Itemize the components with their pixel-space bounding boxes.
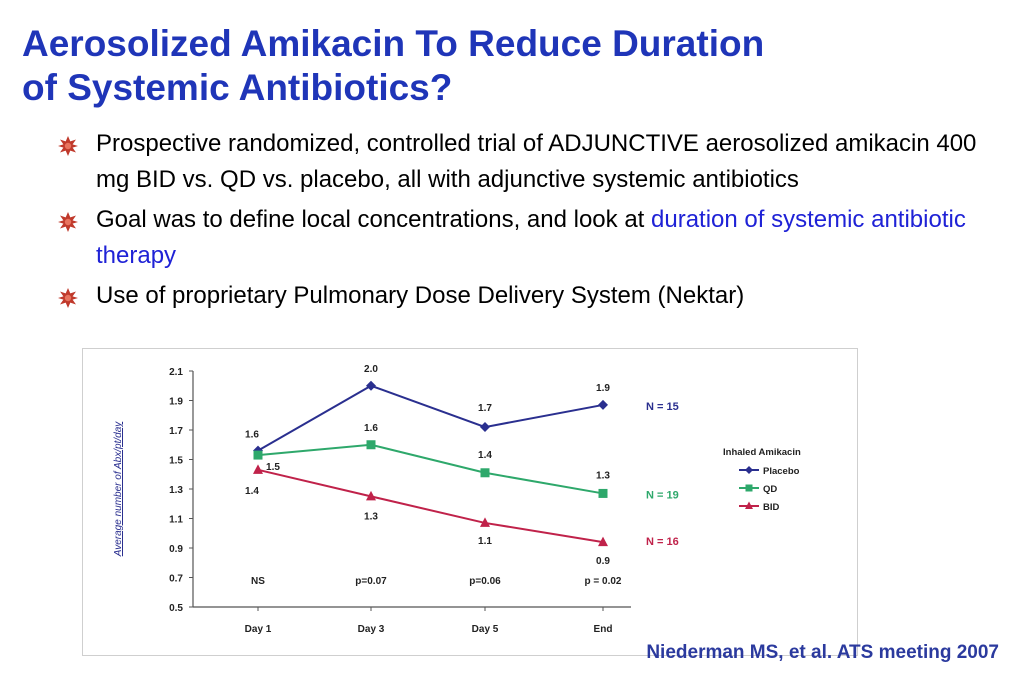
x-tick-label: Day 1 xyxy=(245,624,272,635)
series-line-qd xyxy=(257,443,604,495)
data-point xyxy=(366,380,376,391)
data-point xyxy=(366,490,376,501)
y-tick-label: 0.9 xyxy=(169,544,183,555)
line-chart: 2.1 1.9 1.7 1.5 1.3 1.1 0.9 0.7 0.5 Average numbe… xyxy=(113,364,801,635)
legend-marker xyxy=(745,484,753,492)
data-label: 1.9 xyxy=(596,383,610,394)
legend-title: Inhaled Amikacin xyxy=(723,447,801,458)
data-point xyxy=(253,450,263,460)
y-tick-label: 1.3 xyxy=(169,485,183,496)
bullet-item-1: Prospective randomized, controlled trial… xyxy=(58,126,978,198)
p-value-label: p=0.07 xyxy=(355,576,387,587)
bullet-text-3: Use of proprietary Pulmonary Dose Delive… xyxy=(96,282,745,309)
starburst-bullet-icon xyxy=(58,288,78,308)
data-point xyxy=(598,536,608,547)
y-tick-label: 0.5 xyxy=(169,603,183,614)
legend-marker xyxy=(745,466,753,474)
series-line-placebo xyxy=(257,384,604,452)
starburst-bullet-icon xyxy=(58,136,78,156)
slide-title: Aerosolized Amikacin To Reduce Duration … xyxy=(22,22,982,110)
y-tick-label: 1.9 xyxy=(169,397,183,408)
data-point xyxy=(480,422,490,433)
x-tick-label: Day 3 xyxy=(358,624,385,635)
bullet-highlight-text: duration of systemic antibiotic therapy xyxy=(96,206,966,269)
y-tick-label: 1.5 xyxy=(169,456,183,467)
data-label: 0.9 xyxy=(596,556,610,567)
p-value-label: p = 0.02 xyxy=(585,576,622,587)
data-label: 1.5 xyxy=(266,462,280,473)
data-label: 1.3 xyxy=(364,511,378,522)
legend-marker xyxy=(745,501,753,509)
data-label: 1.4 xyxy=(245,486,259,497)
data-label: 2.0 xyxy=(364,364,378,375)
data-label: 1.6 xyxy=(245,430,259,441)
citation: Niederman MS, et al. ATS meeting 2007 xyxy=(646,642,999,663)
y-tick-label: 0.7 xyxy=(169,574,183,585)
legend-label: Placebo xyxy=(763,466,800,477)
bullet-text-2: Goal was to define local concentrations,… xyxy=(96,206,651,233)
data-label: 1.1 xyxy=(478,536,492,547)
y-tick-label: 1.7 xyxy=(169,426,183,437)
sample-size-label: N = 15 xyxy=(646,401,679,413)
data-label: 1.4 xyxy=(478,450,492,461)
bullet-text-1: Prospective randomized, controlled trial… xyxy=(96,130,977,193)
bullet-list: Prospective randomized, controlled trial… xyxy=(58,126,978,318)
y-tick-label: 2.1 xyxy=(169,367,183,378)
data-point xyxy=(598,399,608,410)
p-value-label: NS xyxy=(251,576,265,587)
slide-title-line-1: Aerosolized Amikacin To Reduce Duration xyxy=(22,23,765,64)
legend-label: QD xyxy=(763,484,777,495)
data-point xyxy=(598,488,608,498)
y-tick-label: 1.1 xyxy=(169,515,183,526)
data-label: 1.7 xyxy=(478,403,492,414)
bullet-item-3: Use of proprietary Pulmonary Dose Delive… xyxy=(58,278,978,314)
data-label: 1.3 xyxy=(596,470,610,481)
data-label: 1.6 xyxy=(364,423,378,434)
chart-frame: 2.1 1.9 1.7 1.5 1.3 1.1 0.9 0.7 0.5 Average numbe… xyxy=(82,348,858,656)
p-value-label: p=0.06 xyxy=(469,576,501,587)
data-point xyxy=(480,468,490,478)
bullet-item-2: Goal was to define local concentrations,… xyxy=(58,202,978,274)
sample-size-label: N = 16 xyxy=(646,536,679,548)
y-axis-label: Average number of Abx/pt/day xyxy=(113,421,124,558)
x-tick-label: Day 5 xyxy=(472,624,499,635)
starburst-bullet-icon xyxy=(58,212,78,232)
data-point xyxy=(366,440,376,450)
sample-size-label: N = 19 xyxy=(646,489,679,501)
legend-label: BID xyxy=(763,502,780,513)
slide-title-line-2: of Systemic Antibiotics? xyxy=(22,67,453,108)
x-tick-label: End xyxy=(594,624,613,635)
series-line-bid xyxy=(257,468,604,544)
data-point xyxy=(480,517,490,527)
data-point xyxy=(253,464,263,474)
